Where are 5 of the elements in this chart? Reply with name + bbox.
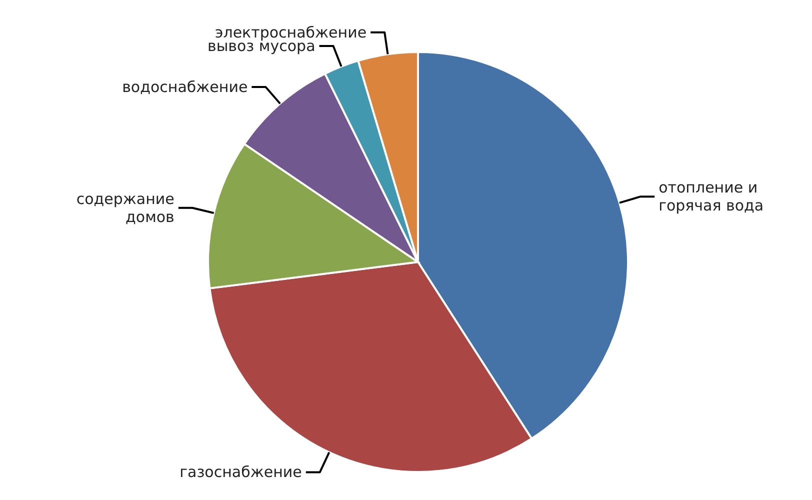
- slice-label: электроснабжение: [215, 23, 367, 42]
- slice-label: содержание домов: [76, 190, 174, 226]
- slice-label: водоснабжение: [122, 78, 248, 96]
- slice-label: отопление и горячая вода: [658, 178, 764, 215]
- slice-label: газоснабжение: [180, 463, 302, 482]
